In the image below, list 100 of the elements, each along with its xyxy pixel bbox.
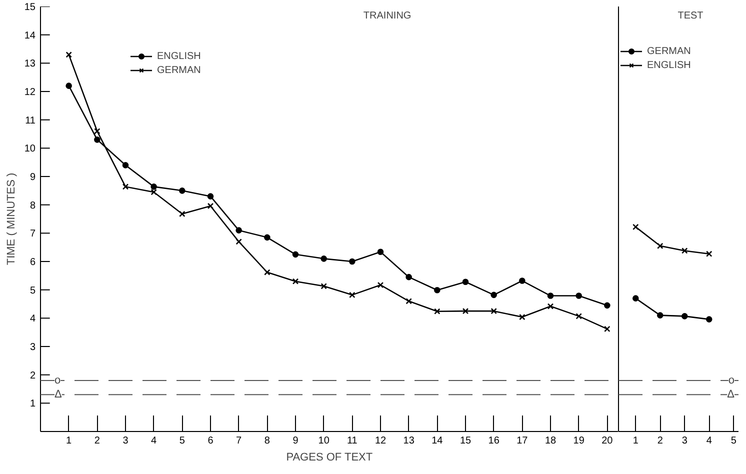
point [292, 278, 299, 284]
chart-title: TRAINING [363, 10, 412, 22]
point [66, 52, 72, 58]
point [576, 292, 582, 299]
legend-label: GERMAN [157, 64, 201, 76]
point [519, 278, 526, 284]
point [576, 313, 582, 320]
point [434, 286, 440, 294]
legend-label: GERMAN [647, 46, 691, 56]
point [94, 128, 100, 134]
point [682, 248, 688, 254]
point [434, 308, 440, 314]
point [150, 188, 157, 196]
y-tick-label: 8 [30, 200, 36, 212]
ref-line-label: Δ [727, 388, 736, 401]
x-tick-label: 8 [264, 436, 270, 446]
point [320, 283, 327, 290]
x-tick-label: 5 [730, 436, 737, 446]
point [349, 292, 356, 298]
point [150, 184, 157, 190]
point [604, 302, 610, 309]
point [490, 308, 497, 314]
legend-label: ENGLISH [647, 60, 691, 70]
y-tick-label: 5 [30, 285, 36, 296]
y-tick-label: 9 [30, 172, 36, 183]
point [632, 224, 639, 230]
point [264, 269, 270, 276]
y-tick-label: 3 [30, 342, 36, 353]
x-tick-label: 4 [706, 436, 712, 446]
x-tick-label: 3 [122, 436, 129, 446]
x-tick-label: 1 [632, 436, 639, 446]
y-tick-label: 10 [24, 144, 36, 155]
y-tick-label: 11 [25, 115, 36, 126]
point [179, 188, 186, 194]
point [706, 250, 712, 257]
point [94, 136, 100, 143]
point [519, 314, 526, 320]
point [292, 251, 299, 258]
point [656, 312, 664, 318]
ref-line-label: o [54, 374, 61, 386]
x-tick-label: 1 [66, 436, 72, 446]
point [604, 326, 610, 332]
point [547, 292, 554, 299]
point [377, 282, 384, 288]
y-axis-title: TIME ( MINUTES ) [5, 172, 18, 266]
y-tick-label: 14 [24, 30, 36, 42]
ref-line-label: Δ [54, 388, 62, 401]
y-tick-label: 15 [24, 2, 36, 13]
point [547, 303, 554, 310]
point [122, 184, 129, 190]
x-tick-label: 9 [292, 436, 299, 446]
point [66, 82, 72, 89]
y-tick-label: 13 [24, 58, 36, 70]
x-tick-label: 13 [403, 436, 415, 446]
x-tick-label: 2 [94, 436, 100, 446]
y-tick-label: 6 [30, 257, 36, 268]
x-tick-label: 5 [179, 436, 186, 446]
point [320, 256, 327, 262]
point [490, 292, 497, 298]
x-axis-title: PAGES OF TEXT [286, 452, 373, 464]
y-tick-label: 4 [30, 314, 36, 325]
point [657, 242, 664, 250]
point [632, 295, 639, 302]
point [377, 248, 384, 256]
point [236, 238, 242, 245]
x-tick-label: 17 [516, 436, 528, 446]
x-tick-label: 10 [318, 436, 330, 446]
x-tick-label: 12 [374, 436, 386, 446]
x-tick-label: 19 [573, 436, 585, 446]
point [264, 234, 270, 241]
ref-line-label: o [728, 374, 735, 386]
point [207, 193, 214, 200]
point [179, 210, 186, 218]
point [462, 278, 469, 286]
x-tick-label: 18 [544, 436, 556, 446]
point [462, 308, 469, 314]
y-tick-label: 1 [30, 398, 36, 410]
point [681, 313, 688, 320]
legend-label: ENGLISH [157, 50, 201, 62]
x-tick-label: 20 [602, 436, 614, 446]
point [349, 258, 356, 265]
x-tick-label: 16 [488, 436, 500, 446]
x-tick-label: 6 [208, 436, 214, 446]
point [406, 274, 412, 280]
x-tick-label: 7 [236, 436, 242, 446]
y-tick-label: 2 [30, 370, 36, 382]
point [706, 316, 712, 322]
x-tick-label: 11 [346, 436, 358, 446]
x-tick-label: 2 [657, 436, 664, 446]
point [406, 298, 412, 304]
x-tick-label: 4 [151, 436, 158, 446]
point [207, 202, 214, 210]
x-tick-label: 3 [682, 436, 688, 446]
point [122, 162, 129, 168]
point [236, 227, 242, 234]
chart-title: TEST [678, 10, 704, 22]
x-tick-label: 14 [432, 436, 444, 446]
y-tick-label: 12 [24, 87, 36, 98]
y-tick-label: 7 [30, 228, 36, 240]
x-tick-label: 15 [460, 436, 472, 446]
